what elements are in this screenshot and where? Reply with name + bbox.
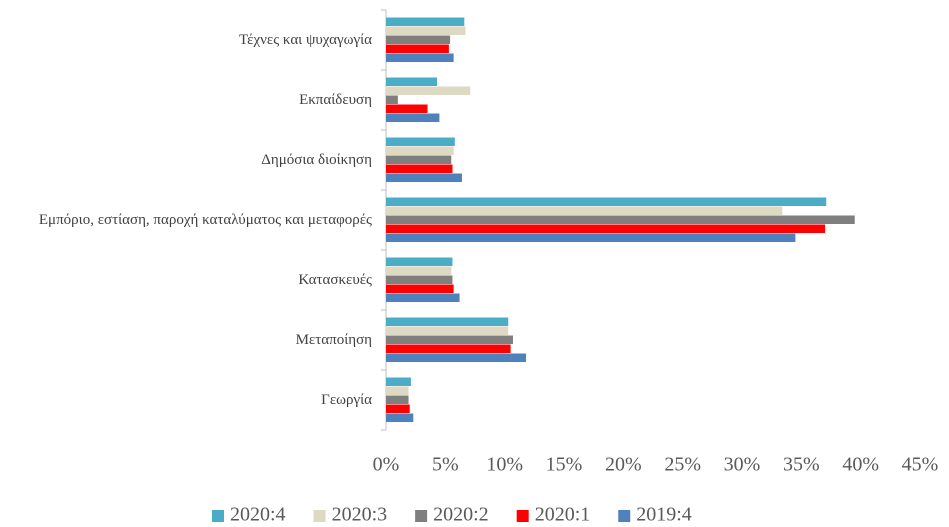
bar [386, 26, 466, 35]
x-tick-label: 0% [373, 454, 400, 476]
legend-swatch [415, 510, 428, 522]
bar [386, 215, 855, 224]
bar [386, 137, 455, 146]
bar [386, 233, 796, 242]
bar [386, 224, 826, 233]
legend-swatch [212, 510, 224, 522]
x-tick-label: 45% [902, 454, 939, 476]
bar [386, 335, 513, 344]
bar [386, 284, 454, 293]
x-tick-label: 40% [842, 454, 879, 476]
bar [386, 206, 783, 215]
legend-label: 2020:2 [433, 504, 489, 526]
x-tick-label: 20% [605, 454, 642, 476]
bar [386, 113, 440, 122]
bar [386, 77, 438, 86]
category-label: Γεωργία [321, 392, 372, 408]
bar [386, 326, 509, 335]
bar [386, 377, 411, 386]
x-tick-label: 35% [783, 454, 820, 476]
legend-label: 2020:3 [332, 504, 388, 526]
x-tick-label: 10% [486, 454, 523, 476]
bar [386, 395, 409, 404]
legend-label: 2019:4 [636, 504, 692, 526]
category-label: Εμπόριο, εστίαση, παροχή καταλύματος και… [38, 212, 372, 228]
legend-swatch [516, 510, 529, 522]
bar [386, 44, 449, 53]
bar [386, 257, 453, 266]
x-tick-label: 30% [724, 454, 761, 476]
legend-label: 2020:4 [230, 504, 286, 526]
bar [386, 293, 460, 302]
x-tick-label: 15% [546, 454, 583, 476]
bar [386, 266, 452, 275]
bar [386, 353, 527, 362]
bar [386, 146, 454, 155]
legend-label: 2020:1 [535, 504, 591, 526]
bar [386, 17, 465, 26]
bar [386, 386, 409, 395]
legend-swatch [313, 510, 326, 522]
bar [386, 317, 509, 326]
bar [386, 155, 452, 164]
bar [386, 164, 453, 173]
bar [386, 35, 451, 44]
legend-swatch [618, 510, 631, 522]
bar [386, 197, 827, 206]
bar [386, 344, 511, 353]
category-label: Εκπαίδευση [299, 92, 372, 108]
bar [386, 404, 410, 413]
category-label: Μεταποίηση [295, 332, 372, 348]
bar [386, 173, 462, 182]
bar [386, 413, 414, 422]
x-tick-label: 25% [664, 454, 701, 476]
bar [386, 95, 398, 104]
category-label: Τέχνες και ψυχαγωγία [239, 32, 372, 48]
x-tick-label: 5% [432, 454, 459, 476]
bar [386, 104, 428, 113]
bar [386, 53, 454, 62]
category-label: Δημόσια διοίκηση [261, 152, 372, 168]
category-label: Κατασκευές [298, 272, 372, 288]
bar [386, 275, 453, 284]
bar [386, 86, 471, 95]
